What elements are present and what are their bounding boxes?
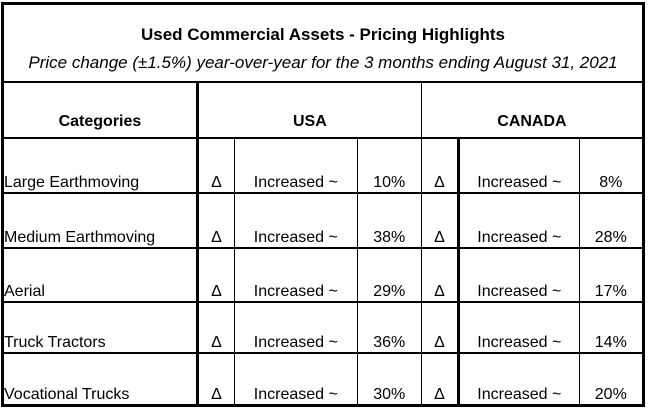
- usa-delta-icon: Δ: [197, 138, 236, 194]
- category-cell: Large Earthmoving: [2, 138, 199, 194]
- canada-delta-icon: Δ: [421, 353, 461, 406]
- category-cell: Aerial: [2, 248, 199, 303]
- canada-direction-cell: Increased ~: [458, 302, 580, 354]
- usa-delta-icon: Δ: [197, 248, 236, 303]
- usa-percent-cell: 29%: [357, 248, 422, 303]
- canada-direction-cell: Increased ~: [458, 138, 580, 194]
- page-title: Used Commercial Assets - Pricing Highlig…: [140, 25, 505, 44]
- usa-percent-cell: 36%: [357, 302, 422, 354]
- canada-percent-cell: 14%: [579, 302, 644, 354]
- usa-direction-cell: Increased ~: [234, 138, 358, 194]
- table-row: Large Earthmoving Δ Increased ~ 10% Δ In…: [2, 138, 644, 194]
- pricing-table: Used Commercial Assets - Pricing Highlig…: [1, 2, 645, 407]
- usa-direction-cell: Increased ~: [234, 302, 358, 354]
- usa-percent-cell: 38%: [357, 193, 422, 249]
- column-header-canada: CANADA: [421, 82, 644, 139]
- column-header-usa: USA: [197, 82, 422, 139]
- usa-percent-cell: 30%: [357, 353, 422, 406]
- table-row: Medium Earthmoving Δ Increased ~ 38% Δ I…: [2, 193, 644, 249]
- subtitle-row: Price change (±1.5%) year-over-year for …: [2, 45, 644, 83]
- usa-delta-icon: Δ: [197, 302, 236, 354]
- usa-direction-cell: Increased ~: [234, 193, 358, 249]
- canada-direction-cell: Increased ~: [458, 193, 580, 249]
- category-cell: Vocational Trucks: [2, 353, 199, 406]
- table-row: Aerial Δ Increased ~ 29% Δ Increased ~ 1…: [2, 248, 644, 303]
- canada-delta-icon: Δ: [421, 138, 461, 194]
- canada-direction-cell: Increased ~: [458, 353, 580, 406]
- table-row: Vocational Trucks Δ Increased ~ 30% Δ In…: [2, 353, 644, 406]
- usa-direction-cell: Increased ~: [234, 353, 358, 406]
- page-subtitle: Price change (±1.5%) year-over-year for …: [2, 45, 644, 83]
- column-header-categories: Categories: [2, 82, 199, 139]
- usa-percent-cell: 10%: [357, 138, 422, 194]
- canada-percent-cell: 17%: [579, 248, 644, 303]
- canada-percent-cell: 28%: [579, 193, 644, 249]
- canada-percent-cell: 8%: [579, 138, 644, 194]
- canada-delta-icon: Δ: [421, 302, 461, 354]
- canada-delta-icon: Δ: [421, 193, 461, 249]
- usa-delta-icon: Δ: [197, 193, 236, 249]
- usa-direction-cell: Increased ~: [234, 248, 358, 303]
- title-row: Used Commercial Assets - Pricing Highlig…: [3, 4, 644, 46]
- category-cell: Medium Earthmoving: [2, 193, 199, 249]
- table-row: Truck Tractors Δ Increased ~ 36% Δ Incre…: [2, 302, 644, 354]
- header-row: Categories USA CANADA: [2, 82, 644, 139]
- canada-direction-cell: Increased ~: [458, 248, 580, 303]
- usa-delta-icon: Δ: [197, 353, 236, 406]
- category-cell: Truck Tractors: [2, 302, 199, 354]
- canada-percent-cell: 20%: [579, 353, 644, 406]
- canada-delta-icon: Δ: [421, 248, 461, 303]
